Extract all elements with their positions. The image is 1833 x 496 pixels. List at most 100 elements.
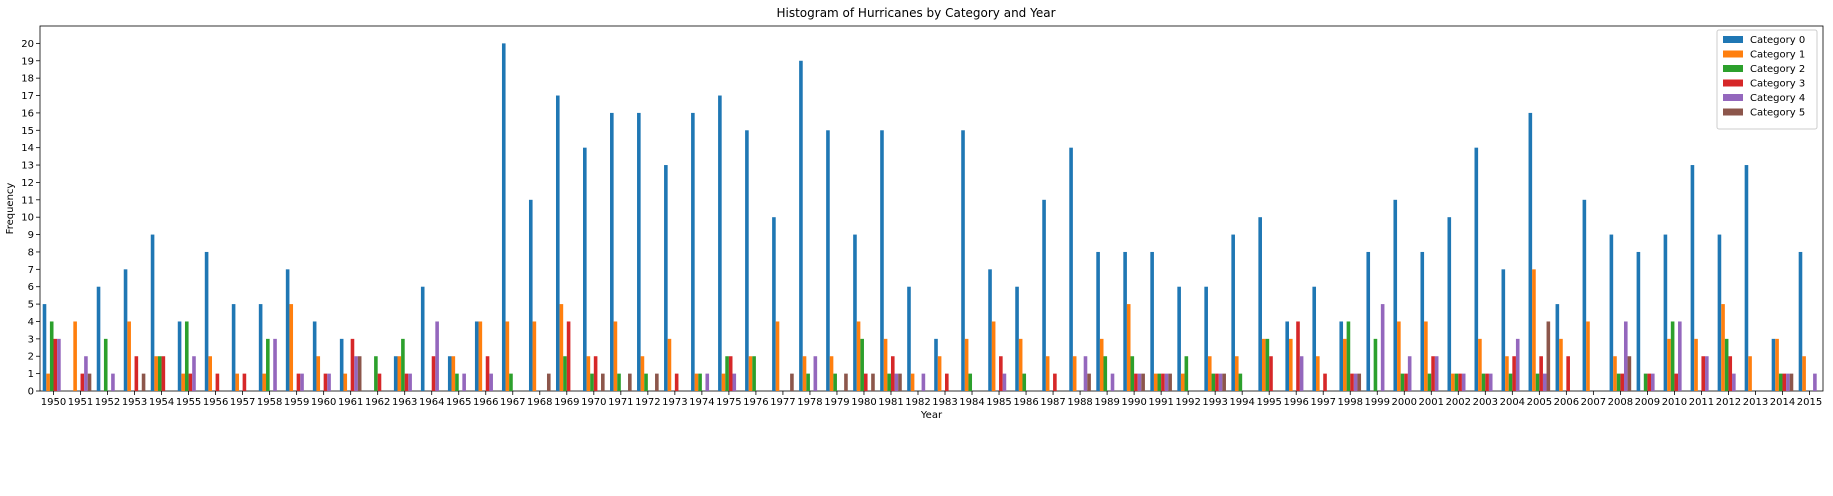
x-tick-label: 1959 (284, 397, 309, 408)
x-tick-label: 1963 (392, 397, 417, 408)
bar-1992-cat2 (1184, 356, 1189, 391)
bar-1965-cat4 (462, 373, 466, 391)
x-tick-label: 1983 (932, 397, 957, 408)
bar-1953-cat5 (141, 373, 146, 391)
y-tick-label: 15 (21, 126, 34, 137)
x-tick-label: 1990 (1121, 397, 1146, 408)
bar-1983-cat1 (937, 356, 942, 391)
bar-1954-cat2 (157, 356, 162, 391)
bar-1951-cat4 (84, 356, 88, 391)
bar-1951-cat3 (80, 373, 85, 391)
bar-2012-cat0 (1717, 234, 1722, 391)
bar-2008-cat4 (1623, 321, 1628, 391)
bar-2013-cat0 (1744, 165, 1749, 391)
bar-2010-cat4 (1678, 321, 1682, 391)
bar-1998-cat0 (1339, 321, 1344, 391)
bar-2005-cat2 (1535, 373, 1540, 391)
bar-1997-cat3 (1323, 373, 1327, 391)
bar-1962-cat2 (374, 356, 378, 391)
bar-1995-cat1 (1261, 338, 1266, 391)
bar-1990-cat3 (1134, 373, 1138, 391)
x-tick-label: 1993 (1202, 397, 1227, 408)
bar-1981-cat1 (883, 338, 888, 391)
bar-1983-cat3 (945, 373, 949, 391)
bar-1990-cat0 (1123, 251, 1127, 391)
x-tick-label: 1980 (851, 397, 876, 408)
bar-1950-cat3 (53, 338, 58, 391)
bar-1971-cat5 (628, 373, 632, 391)
bar-1968-cat0 (528, 199, 533, 391)
bar-1996-cat0 (1285, 321, 1290, 391)
bar-1989-cat1 (1099, 338, 1104, 391)
bar-1972-cat1 (640, 356, 645, 391)
bar-1970-cat0 (583, 147, 587, 391)
x-tick-label: 2004 (1500, 397, 1525, 408)
bar-1968-cat5 (546, 373, 551, 391)
bar-1975-cat1 (721, 373, 726, 391)
bar-1990-cat2 (1130, 356, 1135, 391)
x-tick-label: 1967 (500, 397, 525, 408)
x-tick-label: 2007 (1581, 397, 1606, 408)
bar-1953-cat1 (127, 321, 131, 391)
bar-2008-cat0 (1609, 234, 1614, 391)
bar-1970-cat2 (590, 373, 594, 391)
bar-1980-cat1 (856, 321, 861, 391)
bar-1967-cat0 (501, 43, 506, 391)
bar-1962-cat3 (377, 373, 382, 391)
bar-1955-cat2 (184, 321, 189, 391)
x-tick-label: 1954 (149, 397, 174, 408)
x-tick-label: 1987 (1040, 397, 1065, 408)
bar-1968-cat1 (532, 321, 537, 391)
bar-1965-cat2 (455, 373, 459, 391)
bar-2002-cat1 (1451, 373, 1455, 391)
bar-1982-cat1 (910, 373, 915, 391)
bar-1981-cat0 (880, 130, 884, 392)
legend-entry: Category 2 (1750, 64, 1805, 75)
bar-1954-cat3 (161, 356, 166, 391)
bar-1997-cat0 (1312, 286, 1317, 391)
legend-entry: Category 1 (1750, 50, 1805, 61)
bar-2011-cat1 (1694, 338, 1698, 391)
bar-1959-cat0 (285, 269, 290, 391)
chart-title: Histogram of Hurricanes by Category and … (776, 6, 1055, 20)
bar-2012-cat3 (1728, 356, 1733, 391)
bar-1950-cat0 (42, 304, 47, 391)
bar-2015-cat0 (1798, 251, 1803, 391)
x-tick-label: 1953 (122, 397, 147, 408)
bar-2001-cat3 (1431, 356, 1435, 391)
bar-2010-cat1 (1667, 338, 1671, 391)
bar-1953-cat0 (123, 269, 128, 391)
bar-1998-cat1 (1343, 338, 1347, 391)
bar-1979-cat0 (826, 130, 830, 392)
bar-1960-cat3 (323, 373, 328, 391)
bar-1981-cat4 (894, 373, 899, 391)
bar-1982-cat4 (921, 373, 926, 391)
bar-2013-cat1 (1748, 356, 1752, 391)
x-tick-label: 1969 (554, 397, 579, 408)
bar-1961-cat0 (339, 338, 344, 391)
bar-2005-cat5 (1546, 321, 1551, 391)
bar-1969-cat2 (563, 356, 567, 391)
x-tick-label: 1973 (662, 397, 687, 408)
bar-1974-cat4 (705, 373, 710, 391)
x-tick-label: 1995 (1256, 397, 1281, 408)
x-tick-label: 1970 (581, 397, 606, 408)
bar-2014-cat4 (1786, 373, 1790, 391)
x-tick-label: 1975 (716, 397, 741, 408)
bar-2001-cat2 (1427, 373, 1432, 391)
bar-1998-cat4 (1353, 373, 1358, 391)
bar-2002-cat0 (1447, 217, 1452, 391)
bar-1959-cat3 (296, 373, 301, 391)
bar-1980-cat5 (871, 373, 875, 391)
bar-2001-cat4 (1434, 356, 1439, 391)
x-tick-label: 1952 (95, 397, 120, 408)
x-tick-label: 1996 (1283, 397, 1308, 408)
bars-group (42, 43, 1817, 392)
y-tick-label: 16 (21, 108, 34, 119)
bar-2009-cat2 (1643, 373, 1648, 391)
x-tick-label: 1988 (1067, 397, 1092, 408)
bar-1973-cat1 (667, 338, 672, 391)
bar-1950-cat2 (49, 321, 54, 391)
bar-1975-cat3 (728, 356, 733, 391)
